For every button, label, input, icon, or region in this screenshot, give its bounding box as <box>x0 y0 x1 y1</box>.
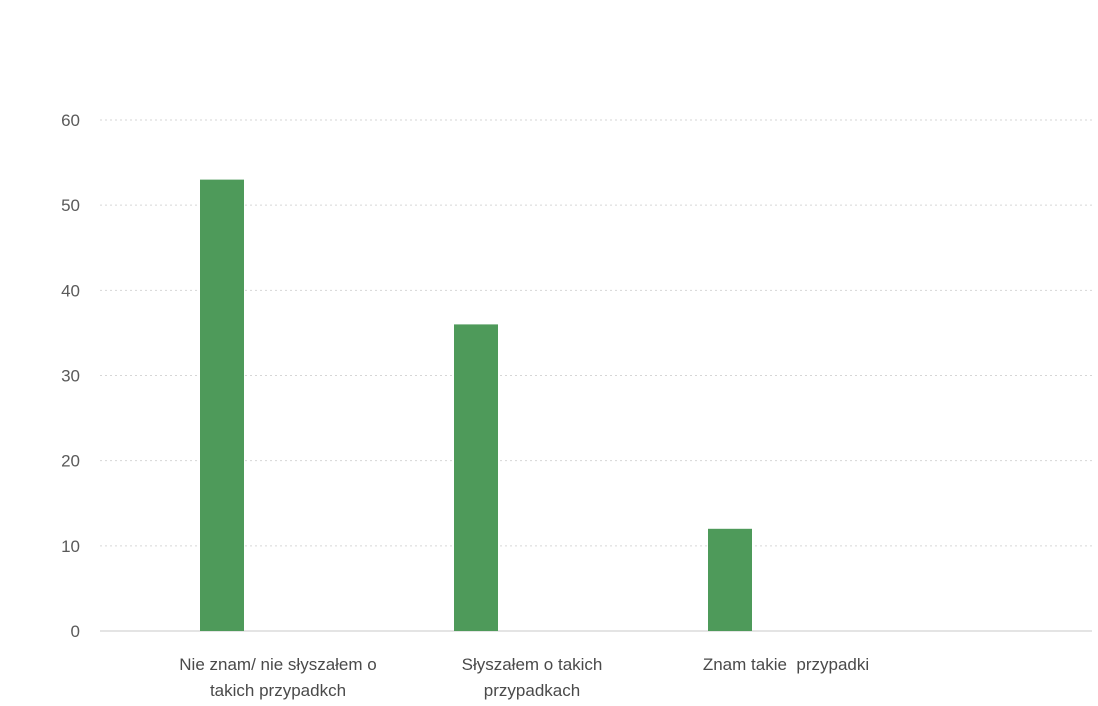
y-tick-label: 30 <box>61 367 80 386</box>
y-tick-label: 60 <box>61 111 80 130</box>
y-tick-label: 20 <box>61 452 80 471</box>
x-category-label: Znam takie przypadki <box>703 655 869 674</box>
x-axis: Nie znam/ nie słyszałem o takich przypadk… <box>179 655 869 700</box>
x-category-label: przypadkach <box>484 681 580 700</box>
gridlines <box>100 119 1092 632</box>
bar <box>454 324 498 631</box>
bar <box>708 528 752 631</box>
x-category-label: Nie znam/ nie słyszałem o <box>179 655 376 674</box>
y-tick-label: 10 <box>61 537 80 556</box>
y-tick-label: 40 <box>61 281 80 300</box>
x-category-label: takich przypadkch <box>210 681 346 700</box>
y-tick-label: 50 <box>61 196 80 215</box>
bars <box>200 179 752 631</box>
x-category-label: Słyszałem o takich <box>462 655 603 674</box>
y-tick-label: 0 <box>71 622 80 641</box>
bar <box>200 179 244 631</box>
y-axis: 0 10 20 30 40 50 60 <box>61 111 80 641</box>
